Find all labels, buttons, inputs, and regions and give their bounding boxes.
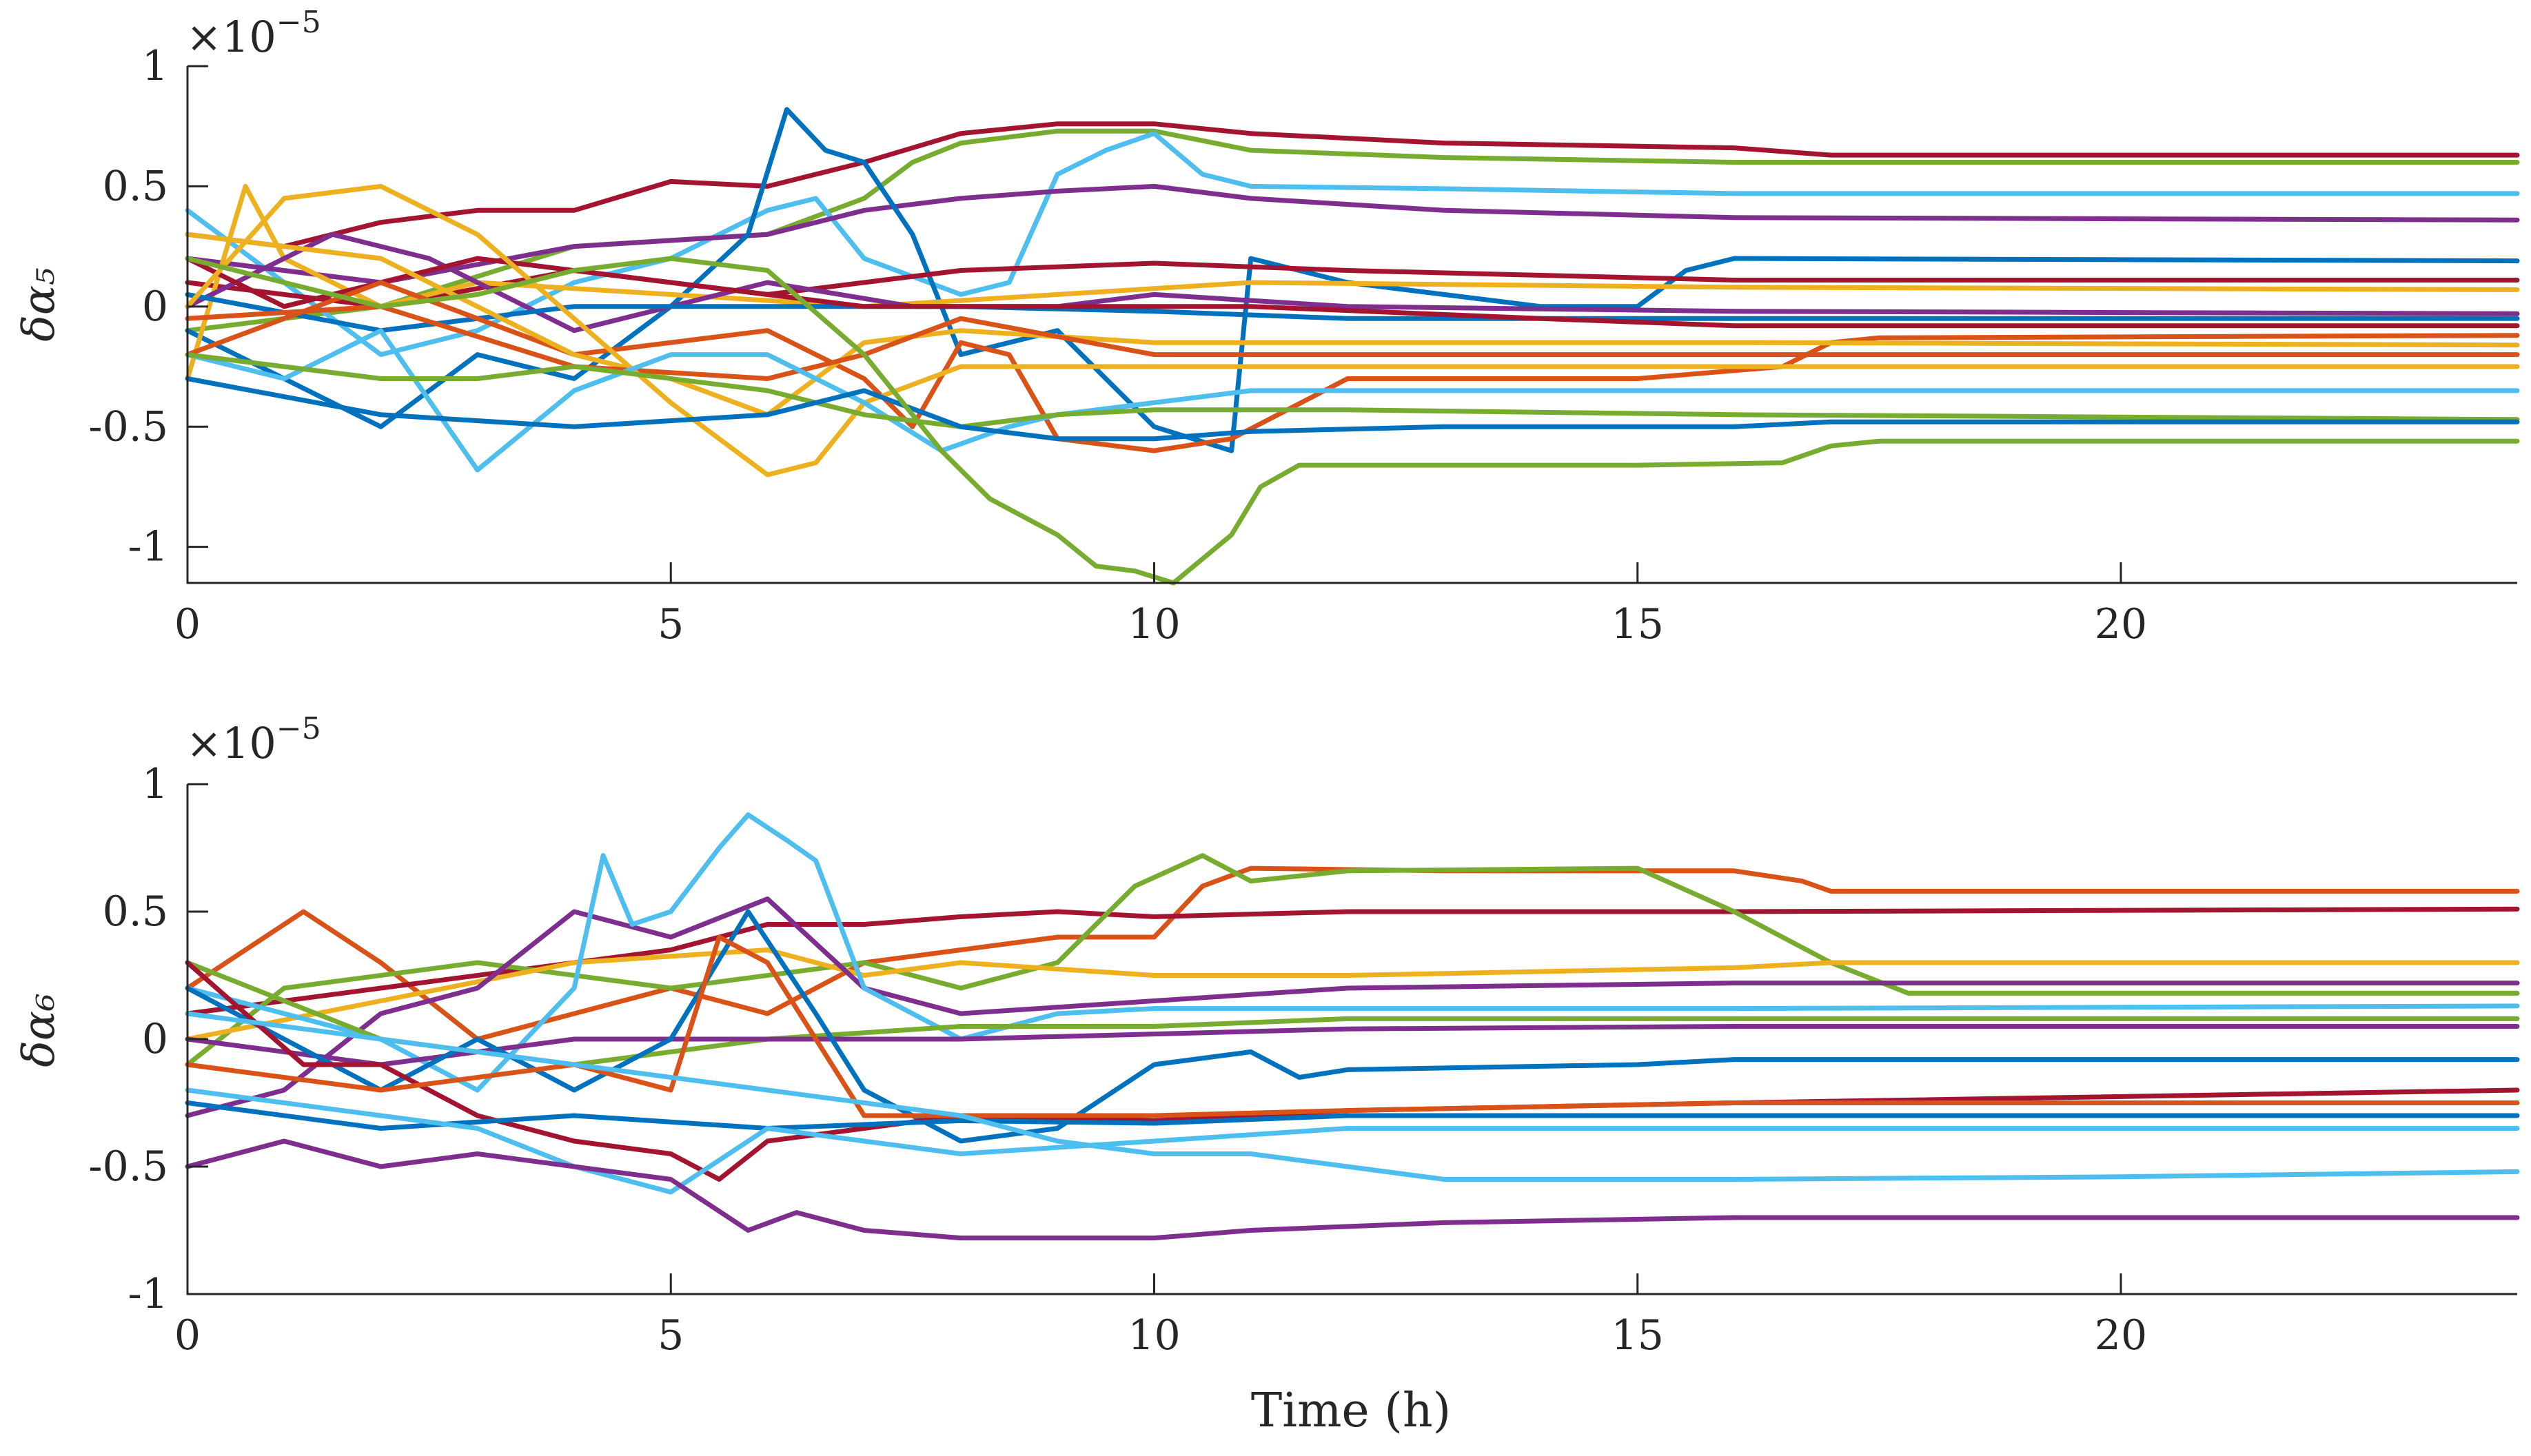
- panel-2-series-line-t1: [185, 865, 2520, 1042]
- panel-2-series-line-t7: [185, 960, 2520, 1067]
- panel-1-exponent-base: ×10: [186, 12, 276, 62]
- panel-2-series-line-t3: [185, 853, 2520, 1067]
- panel-2-exponent-power: −5: [276, 711, 321, 746]
- panel-1-exponent-power: −5: [276, 5, 321, 40]
- panel-1-series-line-s4: [185, 183, 2520, 285]
- panel-2-ytick-label: 0: [142, 1015, 168, 1063]
- panel-1-ytick-label: 0: [142, 283, 168, 331]
- panel-1-ytick-label: -1: [128, 523, 168, 571]
- panel-2-ytick-label: -1: [128, 1270, 168, 1318]
- panel-2-series-line-t13: [185, 1087, 2520, 1195]
- panel-2-series-line-t12: [185, 1100, 2520, 1131]
- panel-2-exponent-base: ×10: [186, 718, 276, 768]
- panel-1-xtick-label: 15: [1612, 600, 1664, 648]
- panel-2-ticks: 0 5 10 15 20 -1 -0.5 0 0.5 1: [88, 760, 2147, 1360]
- panel-2-xtick-label: 10: [1128, 1311, 1180, 1360]
- panel-2-ylabel: δα₆: [14, 993, 65, 1067]
- panel-1-series-line-s6: [185, 260, 2520, 309]
- panel-1-ytick-label: 0.5: [103, 162, 168, 210]
- panel-2: 0 5 10 15 20 -1 -0.5 0 0.5 1 ×10−5 δα₆ Time (h): [14, 711, 2520, 1438]
- panel-2-series: [185, 812, 2520, 1241]
- panel-1-series-line-s7: [185, 183, 2520, 381]
- panel-2-xlabel: Time (h): [1251, 1384, 1451, 1438]
- panel-1: 0 5 10 15 20 -1 -0.5 0 0.5 1 ×10−5 δα₅: [14, 5, 2520, 648]
- panel-2-ytick-label: -0.5: [88, 1142, 168, 1191]
- panel-1-xtick-label: 0: [174, 600, 201, 648]
- panel-2-series-line-t4: [185, 947, 2520, 1042]
- panel-2-ytick-label: 0.5: [103, 888, 168, 936]
- panel-1-ytick-label: -0.5: [88, 402, 168, 451]
- panel-1-series-line-s14: [185, 183, 2520, 478]
- panel-1-exponent: ×10−5: [186, 5, 321, 62]
- panel-2-xtick-label: 15: [1612, 1311, 1664, 1360]
- panel-1-xtick-label: 20: [2095, 600, 2147, 648]
- panel-2-series-line-t6: [185, 812, 2520, 1093]
- panel-2-xtick-label: 0: [174, 1311, 201, 1360]
- panel-1-series: [185, 107, 2520, 586]
- panel-1-ytick-label: 1: [142, 42, 168, 90]
- panel-2-series-line-t5: [185, 896, 2520, 1118]
- panel-2-series-line-t15: [185, 1138, 2520, 1241]
- panel-1-series-line-s5: [185, 107, 2520, 453]
- panel-1-ylabel: δα₅: [14, 267, 65, 341]
- panel-1-ticks: 0 5 10 15 20 -1 -0.5 0 0.5 1: [88, 42, 2147, 648]
- panel-1-series-line-s17: [185, 376, 2520, 442]
- panel-2-xtick-label: 5: [658, 1311, 684, 1360]
- panel-2-ytick-label: 1: [142, 760, 168, 808]
- panel-2-series-line-t14: [185, 1011, 2520, 1182]
- panel-2-series-line-t11: [185, 934, 2520, 1118]
- panel-1-xtick-label: 10: [1128, 600, 1180, 648]
- panel-1-xtick-label: 5: [658, 600, 684, 648]
- panel-1-series-line-s16: [185, 352, 2520, 429]
- panel-1-series-line-s13: [185, 304, 2520, 381]
- panel-1-series-line-s15: [185, 328, 2520, 473]
- panel-1-series-line-s1: [185, 121, 2520, 249]
- panel-1-series-line-s18: [185, 256, 2520, 586]
- panel-2-xtick-label: 20: [2095, 1311, 2147, 1360]
- panel-1-series-line-s3: [185, 131, 2520, 358]
- panel-2-exponent: ×10−5: [186, 711, 321, 768]
